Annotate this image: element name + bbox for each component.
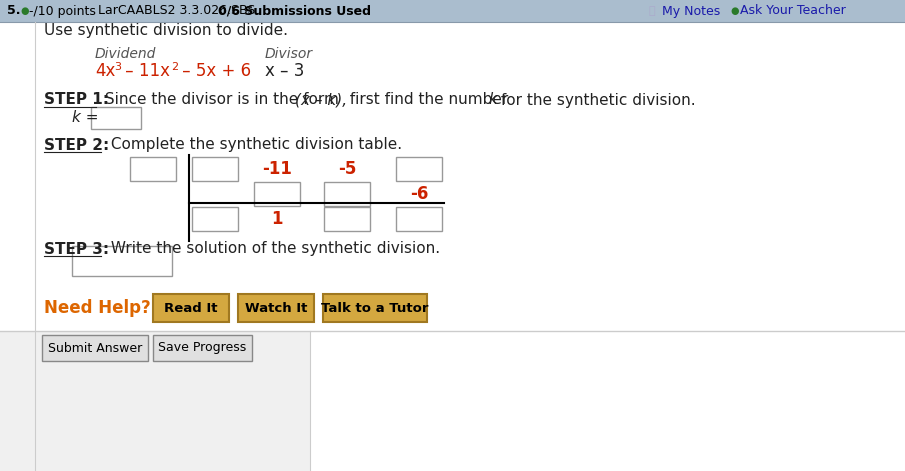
Text: Complete the synthetic division table.: Complete the synthetic division table. — [106, 138, 402, 153]
Text: first find the number: first find the number — [340, 92, 513, 107]
Text: -6: -6 — [410, 185, 428, 203]
Text: x – 3: x – 3 — [265, 62, 304, 80]
Bar — [130, 157, 176, 181]
Bar — [192, 207, 238, 231]
Text: Submit Answer: Submit Answer — [48, 341, 142, 355]
Text: STEP 2:: STEP 2: — [44, 138, 110, 153]
Bar — [72, 246, 172, 276]
Bar — [324, 182, 370, 206]
Text: Divisor: Divisor — [265, 47, 313, 61]
Text: Watch It: Watch It — [245, 301, 307, 315]
Text: Save Progress: Save Progress — [158, 341, 247, 355]
Text: -/10 points: -/10 points — [29, 5, 96, 17]
FancyBboxPatch shape — [153, 335, 252, 361]
Text: ●: ● — [20, 6, 28, 16]
Bar — [0, 331, 310, 471]
Text: Read It: Read It — [164, 301, 218, 315]
FancyBboxPatch shape — [323, 294, 427, 322]
Bar — [396, 157, 442, 181]
FancyBboxPatch shape — [153, 294, 229, 322]
Text: 1: 1 — [272, 210, 282, 228]
Text: Dividend: Dividend — [95, 47, 157, 61]
Text: k =: k = — [72, 111, 99, 125]
Text: Need Help?: Need Help? — [44, 299, 151, 317]
FancyBboxPatch shape — [238, 294, 314, 322]
Text: 3: 3 — [114, 62, 121, 72]
Text: Write the solution of the synthetic division.: Write the solution of the synthetic divi… — [106, 242, 440, 257]
Text: k: k — [488, 92, 497, 107]
Bar — [254, 182, 300, 206]
Bar — [324, 207, 370, 231]
Text: 📄: 📄 — [648, 6, 654, 16]
Text: My Notes: My Notes — [662, 5, 720, 17]
Text: STEP 1:: STEP 1: — [44, 92, 109, 107]
Text: Ask Your Teacher: Ask Your Teacher — [740, 5, 846, 17]
Text: Since the divisor is in the form: Since the divisor is in the form — [100, 92, 344, 107]
Bar — [91, 107, 141, 129]
Text: Use synthetic division to divide.: Use synthetic division to divide. — [44, 24, 288, 39]
Text: 0/6 Submissions Used: 0/6 Submissions Used — [218, 5, 371, 17]
Text: for the synthetic division.: for the synthetic division. — [496, 92, 696, 107]
Text: (x – k),: (x – k), — [295, 92, 348, 107]
Bar — [396, 207, 442, 231]
Text: STEP 3:: STEP 3: — [44, 242, 110, 257]
Text: 5.: 5. — [7, 5, 21, 17]
Bar — [0, 0, 905, 22]
Text: -11: -11 — [262, 160, 292, 178]
Bar — [192, 157, 238, 181]
Text: – 11x: – 11x — [120, 62, 170, 80]
Text: 4x: 4x — [95, 62, 115, 80]
FancyBboxPatch shape — [42, 335, 148, 361]
Text: – 5x + 6: – 5x + 6 — [177, 62, 251, 80]
Text: ●: ● — [730, 6, 738, 16]
Text: 2: 2 — [171, 62, 178, 72]
Text: Talk to a Tutor: Talk to a Tutor — [321, 301, 429, 315]
Text: -5: -5 — [338, 160, 357, 178]
Text: LarCAABLS2 3.3.026.SBS.: LarCAABLS2 3.3.026.SBS. — [98, 5, 260, 17]
